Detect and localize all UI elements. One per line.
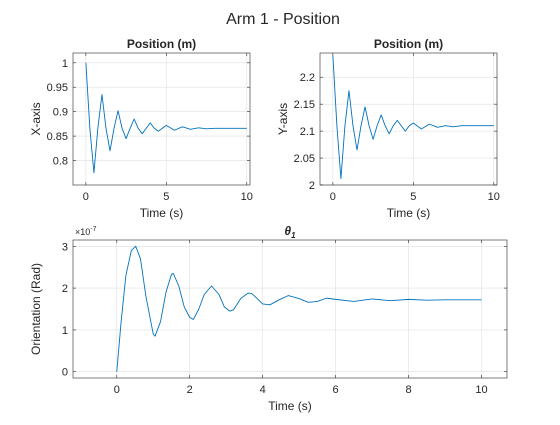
chart-1-xlabel: Time (s) (140, 206, 184, 220)
chart-1-ytick-label-0: 0.8 (53, 156, 68, 168)
chart-3-ytick-label-1: 1 (62, 325, 68, 337)
chart-1: 0 5 10 0.8 0.85 0.9 0.95 1 Time (s) X-axis Positio… (29, 37, 253, 220)
chart-2-ytick-label-3: 2.15 (294, 99, 315, 111)
figure-title: Arm 1 - Position (226, 11, 340, 28)
chart-3-title-subscript: 1 (291, 231, 296, 240)
chart-2-axes-box (319, 52, 498, 186)
chart-2-ytick-label-4: 2.2 (300, 72, 315, 84)
chart-1-ytick-label-4: 1 (62, 58, 68, 70)
chart-1-ylabel: X-axis (29, 102, 43, 135)
chart-3-xtick-label-1: 2 (187, 384, 193, 396)
chart-1-ytick-label-1: 0.85 (47, 131, 68, 143)
chart-3-exponent-label: ×10-7 (75, 226, 97, 237)
chart-3-plot-area (73, 240, 507, 378)
chart-2-title: Position (m) (374, 37, 443, 51)
chart-2-ytick-label-1: 2.05 (294, 153, 315, 165)
chart-2-xtick-label-0: 0 (330, 191, 336, 203)
chart-1-ytick-label-2: 0.9 (53, 107, 68, 119)
chart-3-axes-box (72, 239, 508, 379)
chart-2: 0 5 10 2 2.05 2.1 2.15 2.2 Time (s) Y-axis Positio… (276, 37, 500, 220)
chart-3-xtick-label-4: 8 (405, 384, 411, 396)
chart-3-xlabel: Time (s) (268, 399, 312, 413)
chart-3-ylabel: Orientation (Rad) (29, 263, 43, 355)
chart-1-axes-box (72, 52, 251, 186)
chart-2-series-0-line (332, 55, 494, 179)
chart-2-ytick-label-0: 2 (309, 180, 315, 192)
chart-3-ytick-label-3: 3 (62, 241, 68, 253)
chart-2-xtick-label-1: 5 (410, 191, 416, 203)
chart-3-title: θ1 (284, 224, 296, 240)
chart-3-xtick-label-5: 10 (475, 384, 487, 396)
chart-2-xlabel: Time (s) (387, 206, 431, 220)
chart-2-ylabel: Y-axis (276, 103, 290, 135)
chart-3-exponent-base: ×10 (75, 227, 90, 237)
chart-1-xtick-label-2: 10 (241, 191, 253, 203)
chart-3-xtick-label-0: 0 (114, 384, 120, 396)
chart-2-plot-area (320, 53, 497, 185)
chart-2-ytick-label-2: 2.1 (300, 126, 315, 138)
chart-3-exponent-power: -7 (90, 226, 96, 233)
chart-1-plot-area (73, 53, 250, 185)
chart-3-series-0-line (116, 245, 482, 372)
chart-1-series-0-line (85, 62, 247, 174)
chart-1-ytick-label-3: 0.95 (47, 82, 68, 94)
chart-3-ytick-label-2: 2 (62, 283, 68, 295)
chart-1-xtick-label-1: 5 (163, 191, 169, 203)
chart-2-xtick-label-2: 10 (488, 191, 500, 203)
chart-3-title-main: θ (284, 224, 291, 238)
chart-1-xtick-label-0: 0 (83, 191, 89, 203)
chart-1-title: Position (m) (127, 37, 196, 51)
chart-3-xtick-label-2: 4 (260, 384, 266, 396)
chart-3-xtick-label-3: 6 (333, 384, 339, 396)
chart-3-ytick-label-0: 0 (62, 367, 68, 379)
